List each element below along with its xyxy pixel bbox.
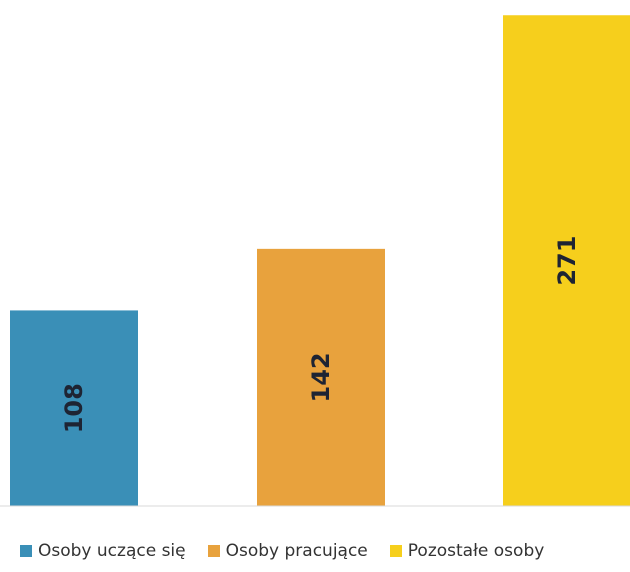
- legend-label-osoby-pracujace: Osoby pracujące: [225, 541, 368, 561]
- legend-label-pozostale-osoby: Pozostałe osoby: [407, 541, 545, 561]
- data-label-pozostale-osoby: 271: [553, 236, 581, 286]
- legend-swatch-osoby-uczace-sie: [20, 545, 32, 557]
- legend-swatch-pozostale-osoby: [389, 545, 402, 557]
- data-label-osoby-pracujace: 142: [307, 352, 335, 402]
- bar-osoby-uczace-sie: [10, 310, 138, 506]
- legend-swatch-osoby-pracujace: [207, 545, 220, 557]
- bar-chart: 108 142 271: [0, 15, 630, 507]
- chart-legend: Osoby uczące się Osoby pracujące Pozosta…: [0, 536, 630, 566]
- legend-item-osoby-uczace-sie: Osoby uczące się: [20, 541, 186, 561]
- legend-item-pozostale-osoby: Pozostałe osoby: [389, 541, 545, 561]
- data-label-osoby-uczace-sie: 108: [60, 383, 88, 433]
- bar-osoby-pracujace: [257, 248, 385, 507]
- legend-label-osoby-uczace-sie: Osoby uczące się: [38, 541, 186, 561]
- bar-pozostale-osoby: [503, 15, 630, 507]
- bars-layer: 108 142 271: [10, 15, 630, 507]
- legend-item-osoby-pracujace: Osoby pracujące: [207, 541, 368, 561]
